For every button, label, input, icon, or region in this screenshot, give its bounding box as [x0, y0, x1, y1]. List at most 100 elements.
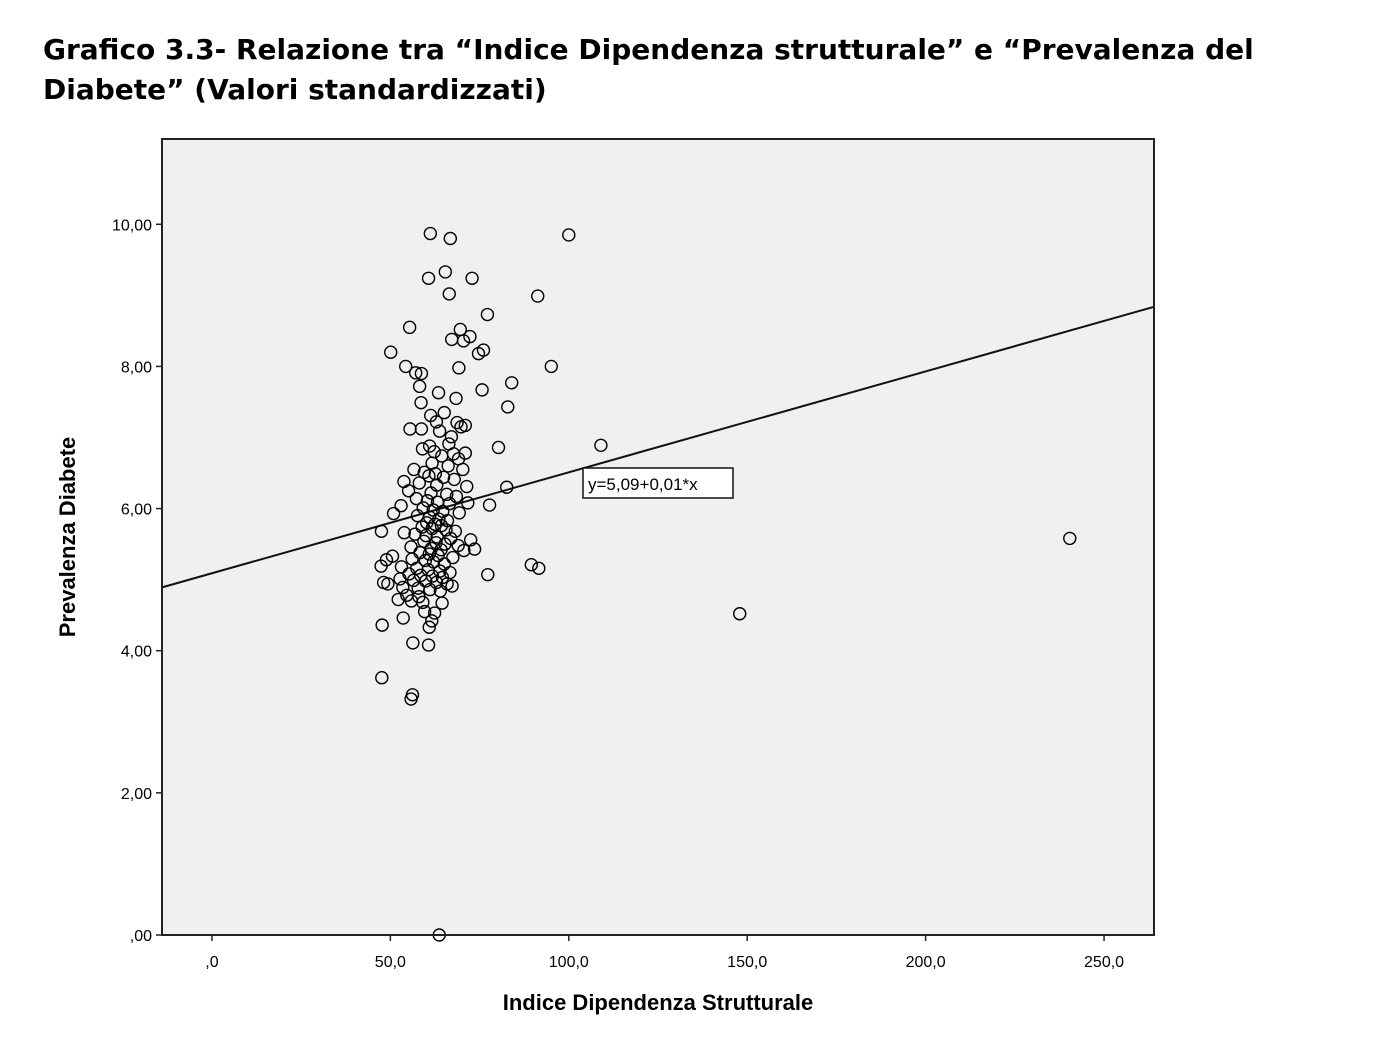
data-point	[375, 618, 389, 632]
data-point	[501, 400, 515, 414]
data-point	[430, 530, 444, 544]
plot-frame	[161, 138, 1155, 936]
data-point	[374, 559, 388, 573]
data-point	[415, 520, 429, 534]
data-point	[412, 476, 426, 490]
data-point	[418, 553, 433, 568]
data-point	[425, 569, 440, 583]
data-point	[452, 506, 466, 520]
y-tick-label: 10,00	[112, 217, 152, 234]
data-point	[1063, 531, 1077, 546]
data-point	[429, 415, 444, 429]
data-point	[500, 480, 514, 494]
data-point	[562, 228, 576, 242]
data-point	[450, 415, 464, 430]
data-point	[457, 543, 471, 558]
data-point	[394, 499, 408, 513]
data-point	[442, 496, 457, 511]
y-tick-label: ,00	[130, 928, 152, 945]
data-point	[442, 287, 456, 301]
data-point	[407, 462, 421, 477]
data-point	[441, 459, 455, 473]
data-point	[436, 470, 451, 484]
data-point	[449, 489, 464, 504]
data-point	[463, 533, 478, 547]
data-point	[467, 542, 482, 556]
data-point	[399, 359, 413, 374]
data-point	[428, 517, 442, 531]
data-point	[391, 592, 405, 607]
fit-equation-label: y=5,09+0,01*x	[588, 475, 698, 494]
data-point	[421, 638, 436, 652]
data-point	[491, 440, 506, 455]
data-point	[422, 547, 436, 561]
data-point	[374, 524, 389, 539]
data-point	[417, 465, 431, 480]
data-point	[461, 496, 475, 510]
data-point	[404, 692, 418, 706]
data-point	[424, 541, 439, 556]
data-point	[594, 438, 608, 453]
data-point	[419, 574, 433, 588]
data-point	[458, 418, 473, 433]
data-point	[402, 320, 417, 335]
plot-area	[162, 139, 1154, 935]
data-point	[465, 271, 479, 285]
data-point	[438, 265, 453, 279]
data-point	[422, 469, 436, 483]
data-point	[460, 479, 474, 494]
data-point	[456, 334, 471, 348]
fit-line-layer: y=5,09+0,01*x	[161, 305, 1155, 589]
data-point	[471, 346, 486, 361]
x-tick-label: ,0	[205, 954, 218, 971]
x-tick-label: 150,0	[727, 954, 767, 971]
x-axis: ,0 50,0 100,0 150,0 200,0 250,0	[205, 935, 1124, 971]
data-point	[416, 595, 430, 610]
data-point	[414, 422, 429, 436]
data-point	[435, 449, 449, 463]
data-point	[432, 424, 447, 438]
data-point	[425, 614, 439, 628]
x-tick-label: 50,0	[375, 954, 406, 971]
data-point	[386, 506, 401, 521]
data-point	[375, 671, 389, 685]
points-layer	[374, 226, 1077, 942]
data-point	[423, 582, 437, 597]
x-axis-title: Indice Dipendenza Strutturale	[503, 990, 814, 1015]
data-point	[475, 383, 489, 397]
equation-box	[582, 467, 734, 499]
data-point	[446, 550, 460, 565]
data-point	[456, 462, 470, 477]
y-axis-title: Prevalenza Diabete	[55, 437, 80, 638]
y-tick-label: 6,00	[121, 502, 152, 519]
x-tick-label: 200,0	[906, 954, 946, 971]
data-point	[421, 271, 436, 285]
data-point	[733, 607, 747, 621]
data-point	[504, 376, 519, 390]
data-point	[531, 289, 545, 303]
data-point	[393, 572, 407, 586]
data-point	[414, 395, 428, 410]
data-point	[417, 604, 432, 619]
data-point	[445, 579, 459, 593]
fit-line	[161, 305, 1155, 589]
data-point	[396, 580, 410, 595]
data-point	[544, 359, 559, 374]
data-point	[532, 561, 546, 575]
y-tick-label: 2,00	[121, 786, 152, 803]
data-point	[437, 405, 451, 420]
data-point	[381, 577, 395, 591]
x-tick-label: 250,0	[1084, 954, 1124, 971]
data-point	[409, 366, 423, 380]
y-tick-label: 4,00	[121, 644, 152, 661]
data-point	[427, 606, 442, 620]
data-point	[424, 486, 438, 500]
data-point	[439, 523, 453, 537]
data-point	[440, 487, 454, 502]
data-point	[481, 567, 495, 582]
data-point	[447, 472, 461, 487]
data-point	[482, 498, 497, 512]
y-axis: ,00 2,00 4,00 6,00 8,00 10,00	[112, 217, 162, 945]
data-point	[397, 526, 411, 540]
data-point	[406, 636, 420, 650]
